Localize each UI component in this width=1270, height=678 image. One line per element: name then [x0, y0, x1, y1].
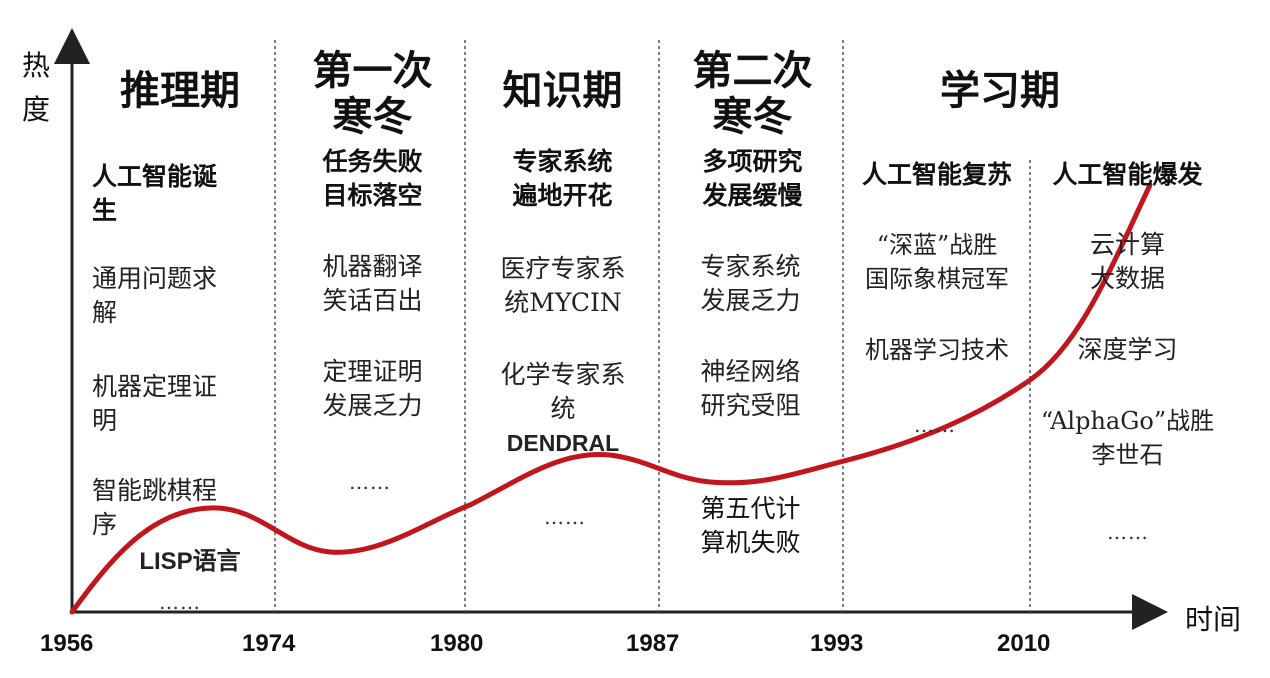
item-mycin: 医疗专家系 统MYCIN — [500, 254, 626, 317]
item-ellipsis-p1: …… — [159, 590, 201, 614]
subtitle-ai-explosion: 人工智能爆发 — [1052, 160, 1203, 189]
item-expert-systems-stalled: 专家系统 发展乏力 — [700, 252, 801, 315]
item-checkers-program: 智能跳棋程 序 — [92, 476, 218, 539]
subtitle-expert-systems: 专家系统 遍地开花 — [512, 147, 613, 210]
subtitle-slow-progress: 多项研究 发展缓慢 — [702, 147, 803, 210]
item-theorem-stalled: 定理证明 发展乏力 — [322, 357, 423, 420]
item-ellipsis-p5a: …… — [914, 413, 956, 437]
item-general-problem-solver: 通用问题求 解 — [92, 264, 218, 327]
phase-knowledge: 知识期 — [502, 67, 623, 114]
subtitle-task-failure: 任务失败 目标落空 — [322, 147, 423, 210]
subtitle-ai-birth: 人工智能诞 生 — [92, 162, 218, 225]
year-1974: 1974 — [242, 630, 296, 657]
phase-reasoning: 推理期 — [120, 67, 240, 114]
item-ellipsis-p2: …… — [349, 470, 391, 494]
item-theorem-proving: 机器定理证 明 — [92, 372, 218, 435]
item-chemistry-expert: 化学专家系 统 — [500, 360, 626, 423]
item-neural-networks-blocked: 神经网络 研究受阻 — [700, 357, 801, 420]
item-fifth-generation-failure: 第五代计 算机失败 — [700, 494, 801, 557]
year-1956: 1956 — [40, 630, 94, 657]
item-deep-learning: 深度学习 — [1077, 335, 1178, 364]
item-dendral: DENDRAL — [506, 430, 620, 456]
phase-second-winter: 第二次 寒冬 — [692, 47, 813, 140]
phase-learning: 学习期 — [940, 67, 1060, 114]
item-cloud-big-data: 云计算 大数据 — [1089, 230, 1165, 293]
item-machine-translation: 机器翻译 笑话百出 — [322, 252, 423, 315]
subtitle-ai-revival: 人工智能复苏 — [861, 160, 1012, 189]
year-2010: 2010 — [997, 630, 1051, 657]
year-1993: 1993 — [810, 630, 864, 657]
phase-first-winter: 第一次 寒冬 — [312, 47, 433, 140]
x-axis-label: 时间 — [1185, 603, 1242, 636]
y-axis-label: 热 度 — [21, 49, 50, 126]
item-deep-blue: “深蓝”战胜 国际象棋冠军 — [865, 231, 1009, 293]
year-1980: 1980 — [430, 630, 484, 657]
item-alphago: “AlphaGo”战胜 李世石 — [1040, 407, 1215, 469]
item-ellipsis-p5b: …… — [1107, 520, 1149, 544]
item-lisp-language: LISP语言 — [139, 548, 241, 575]
item-machine-learning: 机器学习技术 — [865, 336, 1009, 364]
item-ellipsis-p3: …… — [544, 505, 586, 529]
ai-heat-curve — [69, 182, 1153, 615]
year-1987: 1987 — [626, 630, 680, 657]
